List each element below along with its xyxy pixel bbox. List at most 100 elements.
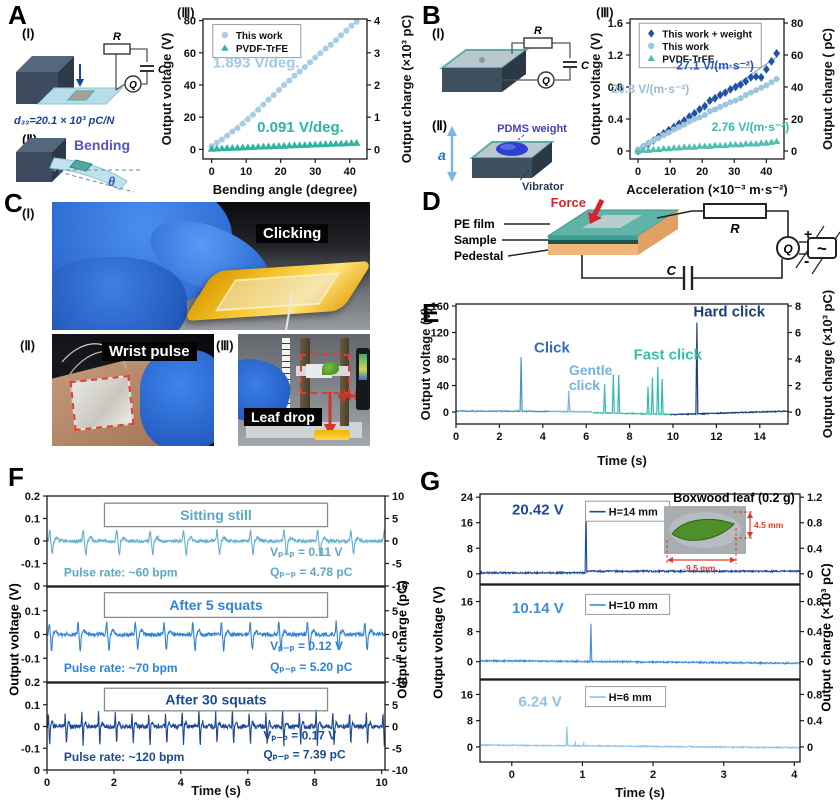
svg-text:0: 0 (635, 166, 641, 178)
svg-text:0: 0 (467, 742, 473, 754)
svg-text:30: 30 (309, 166, 321, 178)
svg-text:0: 0 (374, 144, 380, 156)
stand-post-right (340, 338, 349, 426)
svg-text:0.2: 0.2 (25, 491, 40, 503)
svg-text:20: 20 (696, 166, 708, 178)
bending-label: Bending (74, 137, 130, 153)
minus-label: - (804, 253, 809, 270)
svg-text:10: 10 (664, 166, 676, 178)
svg-text:8: 8 (795, 301, 801, 313)
svg-text:5: 5 (392, 514, 398, 526)
svg-text:0: 0 (807, 742, 813, 754)
svg-text:16: 16 (461, 597, 473, 609)
sample-layer (548, 240, 638, 244)
panel-g-chart-row2: 16 8 0 0.8 0.4 0 H=10 mm 10.14 V (461, 584, 823, 683)
svg-text:After 30 squats: After 30 squats (165, 692, 266, 708)
svg-text:H=14 mm: H=14 mm (609, 507, 658, 519)
svg-text:-0.1: -0.1 (21, 653, 40, 665)
source-box (807, 237, 837, 259)
glove-fist (140, 350, 214, 446)
svg-text:0: 0 (209, 166, 215, 178)
svg-text:0: 0 (34, 581, 40, 593)
clicking-label: Clicking (256, 224, 329, 243)
svg-text:-0.1: -0.1 (21, 559, 40, 571)
svg-text:10: 10 (376, 777, 388, 789)
svg-text:80: 80 (437, 354, 449, 366)
svg-text:6.24 V: 6.24 V (518, 694, 561, 711)
svg-text:PVDF-TrFE: PVDF-TrFE (662, 54, 715, 65)
svg-text:1.6: 1.6 (608, 18, 623, 30)
svg-text:80: 80 (184, 16, 196, 28)
charge-meter (776, 236, 800, 260)
svg-text:8: 8 (627, 431, 633, 443)
svg-text:After 5 squats: After 5 squats (169, 597, 263, 613)
svg-text:8: 8 (467, 627, 473, 639)
svg-text:-10: -10 (392, 581, 408, 593)
panel-b-sub1-label: (Ⅰ) (432, 26, 445, 41)
svg-text:40: 40 (437, 381, 449, 393)
svg-text:10: 10 (240, 166, 252, 178)
svg-text:-5: -5 (392, 743, 402, 755)
angle-bent-line (51, 169, 135, 193)
svg-text:0: 0 (807, 569, 813, 581)
svg-text:0.4: 0.4 (807, 543, 823, 555)
panel-d-schematic: PE film Sample Pedestal Force R Q + - ~ … (454, 195, 840, 290)
stand-post-left (300, 338, 310, 426)
svg-text:0: 0 (392, 536, 398, 548)
leaf-width-dim: 9.5 mm (686, 563, 716, 573)
svg-text:0.2: 0.2 (25, 677, 40, 689)
svg-text:Output charge (×10³ pC): Output charge (×10³ pC) (820, 290, 835, 438)
svg-text:40: 40 (344, 166, 356, 178)
svg-text:1.2: 1.2 (807, 492, 822, 504)
svg-text:2: 2 (374, 80, 380, 92)
svg-text:Time (s): Time (s) (191, 783, 241, 798)
capacitor-label: C (581, 60, 590, 72)
device-inner-window (214, 272, 340, 312)
panel-c-sub3-label: (Ⅲ) (216, 338, 234, 353)
charge-meter-label: Q (542, 76, 550, 87)
svg-text:-10: -10 (392, 677, 408, 689)
panel-a-schematic: (Ⅰ) R C Q d₃₃=20.1 × 10³ pC/N (Ⅱ) Bendin… (14, 26, 167, 193)
svg-text:-5: -5 (392, 653, 402, 665)
svg-text:1: 1 (579, 769, 585, 781)
panel-b-letter: B (422, 0, 441, 30)
svg-text:0.4: 0.4 (608, 114, 624, 126)
svg-text:This work: This work (236, 31, 283, 42)
svg-text:Time (s): Time (s) (597, 453, 647, 468)
panel-c: C (Ⅰ) Clicking (Ⅱ) Wrist pulse (Ⅲ) (2, 188, 420, 450)
svg-text:4: 4 (791, 769, 798, 781)
force-arrowhead (588, 212, 602, 224)
panel-c-sub2-label: (Ⅱ) (20, 338, 36, 353)
svg-text:8: 8 (467, 543, 473, 555)
svg-text:14: 14 (754, 431, 767, 443)
photo-wrist-pulse: Wrist pulse (52, 334, 214, 446)
yellow-sensor-pad (314, 430, 350, 440)
pdms-weight-highlight (500, 144, 516, 150)
phone-screen (359, 354, 367, 380)
resistor (703, 203, 767, 219)
svg-text:16: 16 (461, 689, 473, 701)
pedestal-label: Pedestal (454, 249, 503, 263)
svg-text:0: 0 (34, 722, 40, 734)
svg-text:6: 6 (583, 431, 589, 443)
svg-text:Qₚ₋ₚ = 4.78 pC: Qₚ₋ₚ = 4.78 pC (270, 565, 353, 579)
panel-f-chart-row3: After 30 squats 0 2 4 6 8 10 0.1 0 -0.1 0 5 0 -5 -10 Ti… (21, 682, 408, 798)
svg-text:Output charge (×10³ pC): Output charge (×10³ pC) (399, 15, 414, 163)
device-front (472, 158, 532, 178)
film-sheen (582, 215, 642, 228)
svg-text:0: 0 (34, 765, 40, 777)
panel-e-chart: 0 2 4 6 8 10 12 14 0 40 80 120 160 0 2 4 6 8 Time (s) Outpu… (418, 290, 835, 468)
resistor (103, 43, 131, 55)
svg-text:-0.1: -0.1 (21, 743, 40, 755)
svg-text:Pulse rate: ~120 bpm: Pulse rate: ~120 bpm (64, 750, 184, 764)
svg-text:0.1: 0.1 (25, 514, 40, 526)
dim-arrow (747, 512, 753, 518)
clamp-block-front (16, 152, 52, 182)
panel-d-letter: D (422, 186, 441, 216)
svg-text:PVDF-TrFE: PVDF-TrFE (236, 44, 289, 55)
svg-text:Bending angle (degree): Bending angle (degree) (213, 182, 357, 197)
svg-text:This work + weight: This work + weight (662, 29, 752, 40)
vibrator-label: Vibrator (522, 181, 565, 193)
